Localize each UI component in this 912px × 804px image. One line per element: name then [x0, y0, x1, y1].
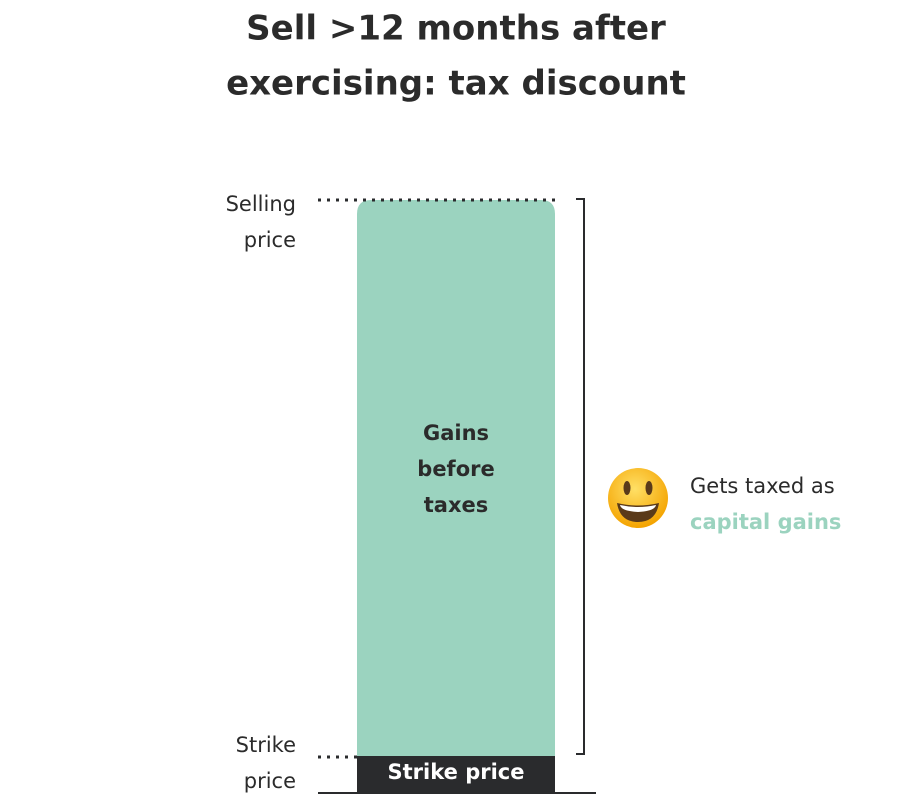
note-highlight: capital gains: [690, 510, 841, 534]
strike-price-label: Strike: [236, 733, 296, 757]
strike-price-label: price: [244, 769, 296, 793]
selling-price-label: Selling: [226, 192, 296, 216]
gains-bar: [357, 200, 555, 756]
strike-bar: [357, 756, 555, 793]
gains-label: taxes: [424, 493, 489, 517]
note-text: Gets taxed as: [690, 474, 835, 498]
gains-label: before: [417, 457, 494, 481]
bracket: [576, 198, 585, 755]
smiley-icon: [608, 468, 668, 528]
strike-bar-label: Strike price: [388, 760, 525, 784]
gains-label: Gains: [423, 421, 489, 445]
selling-price-label: price: [244, 228, 296, 252]
title-line: exercising: tax discount: [226, 64, 686, 104]
title-line: Sell >12 months after: [246, 9, 666, 49]
